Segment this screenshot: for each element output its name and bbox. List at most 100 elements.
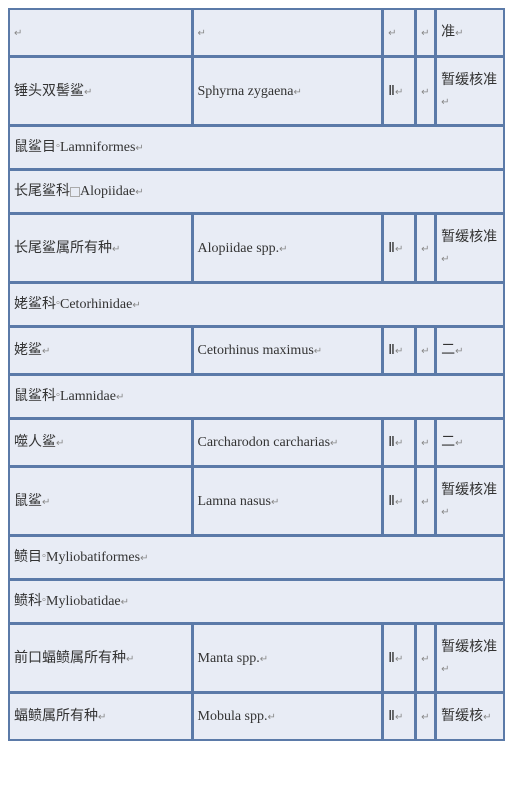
cell-text: Ⅱ	[388, 343, 395, 358]
cell-c3: Ⅱ↵	[383, 467, 415, 535]
cell-text: 暂缓核准	[441, 640, 497, 655]
section-label: 鼠鲨目	[14, 140, 56, 155]
cell-c5: 二↵	[436, 419, 504, 466]
table-row: ↵↵↵↵准↵	[9, 9, 504, 56]
table-row: 鲼目°Myliobatiformes↵	[9, 536, 504, 579]
space-box	[70, 187, 80, 197]
cell-c2: Alopiidae spp.↵	[193, 214, 383, 282]
cell-c3: Ⅱ↵	[383, 57, 415, 125]
cell-text: Lamna nasus	[198, 494, 271, 509]
cell-c3: Ⅱ↵	[383, 419, 415, 466]
cell-text: 姥鲨	[14, 343, 42, 358]
cell-c2: Sphyrna zygaena↵	[193, 57, 383, 125]
cell-text: 二	[441, 435, 455, 450]
cell-c1: 鼠鲨↵	[9, 467, 192, 535]
cell-text: 准	[441, 25, 455, 40]
cell-text: Sphyrna zygaena	[198, 84, 294, 99]
table-row: 鲼科°Myliobatidae↵	[9, 580, 504, 623]
cell-c3: Ⅱ↵	[383, 624, 415, 692]
cell-text: Ⅱ	[388, 651, 395, 666]
cell-c2: Manta spp.↵	[193, 624, 383, 692]
cell-c5: 暂缓核↵	[436, 693, 504, 740]
cell-text: 暂缓核	[441, 709, 483, 724]
cell-c4: ↵	[416, 693, 435, 740]
cell-c3: ↵	[383, 9, 415, 56]
cell-text: Ⅱ	[388, 709, 395, 724]
cell-text: Ⅱ	[388, 84, 395, 99]
table-row: 长尾鲨属所有种↵Alopiidae spp.↵Ⅱ↵↵暂缓核准↵	[9, 214, 504, 282]
section-label: 长尾鲨科	[14, 184, 70, 199]
section-suffix: Lamniformes	[60, 140, 135, 155]
cell-c1: 姥鲨↵	[9, 327, 192, 374]
cell-text: Ⅱ	[388, 494, 395, 509]
section-label: 鲼科	[14, 594, 42, 609]
table-row: 锤头双髻鲨↵Sphyrna zygaena↵Ⅱ↵↵暂缓核准↵	[9, 57, 504, 125]
cell-c2: Carcharodon carcharias↵	[193, 419, 383, 466]
section-label: 鼠鲨科	[14, 389, 56, 404]
cell-c1: 锤头双髻鲨↵	[9, 57, 192, 125]
section-suffix: Myliobatidae	[46, 594, 121, 609]
table-row: 鼠鲨目°Lamniformes↵	[9, 126, 504, 169]
section-label: 鲼目	[14, 550, 42, 565]
cell-c2: Cetorhinus maximus↵	[193, 327, 383, 374]
cell-text: Carcharodon carcharias	[198, 435, 331, 450]
cell-c2: ↵	[193, 9, 383, 56]
section-label: 姥鲨科	[14, 297, 56, 312]
cell-c3: Ⅱ↵	[383, 693, 415, 740]
cell-c4: ↵	[416, 9, 435, 56]
cell-text: 前口蝠鲼属所有种	[14, 651, 126, 666]
table-row: 长尾鲨科Alopiidae↵	[9, 170, 504, 213]
table-row: 鼠鲨科°Lamnidae↵	[9, 375, 504, 418]
cell-text: 长尾鲨属所有种	[14, 241, 112, 256]
cell-c5: 准↵	[436, 9, 504, 56]
section-header-cell: 长尾鲨科Alopiidae↵	[9, 170, 504, 213]
cell-text: Ⅱ	[388, 241, 395, 256]
table-row: 蝠鲼属所有种↵Mobula spp.↵Ⅱ↵↵暂缓核↵	[9, 693, 504, 740]
cell-text: 暂缓核准	[441, 483, 497, 498]
cell-text: 暂缓核准	[441, 230, 497, 245]
cell-c1: 蝠鲼属所有种↵	[9, 693, 192, 740]
cell-c4: ↵	[416, 467, 435, 535]
cell-c4: ↵	[416, 57, 435, 125]
table-row: 鼠鲨↵Lamna nasus↵Ⅱ↵↵暂缓核准↵	[9, 467, 504, 535]
cell-c1: ↵	[9, 9, 192, 56]
cell-c1: 噬人鲨↵	[9, 419, 192, 466]
table-row: 前口蝠鲼属所有种↵Manta spp.↵Ⅱ↵↵暂缓核准↵	[9, 624, 504, 692]
cell-c1: 前口蝠鲼属所有种↵	[9, 624, 192, 692]
cell-c5: 二↵	[436, 327, 504, 374]
cell-c4: ↵	[416, 624, 435, 692]
section-suffix: Myliobatiformes	[46, 550, 140, 565]
species-table: ↵↵↵↵准↵锤头双髻鲨↵Sphyrna zygaena↵Ⅱ↵↵暂缓核准↵鼠鲨目°…	[8, 8, 505, 741]
cell-c5: 暂缓核准↵	[436, 467, 504, 535]
cell-text: 蝠鲼属所有种	[14, 709, 98, 724]
cell-c5: 暂缓核准↵	[436, 624, 504, 692]
cell-text: Mobula spp.	[198, 709, 268, 724]
cell-c4: ↵	[416, 419, 435, 466]
cell-c5: 暂缓核准↵	[436, 57, 504, 125]
cell-c4: ↵	[416, 214, 435, 282]
cell-c2: Lamna nasus↵	[193, 467, 383, 535]
section-header-cell: 鼠鲨科°Lamnidae↵	[9, 375, 504, 418]
section-suffix: Lamnidae	[60, 389, 116, 404]
cell-c3: Ⅱ↵	[383, 327, 415, 374]
table-row: 噬人鲨↵Carcharodon carcharias↵Ⅱ↵↵二↵	[9, 419, 504, 466]
cell-text: Alopiidae spp.	[198, 241, 280, 256]
cell-text: Cetorhinus maximus	[198, 343, 314, 358]
cell-text: 锤头双髻鲨	[14, 84, 84, 99]
section-suffix: Alopiidae	[80, 184, 135, 199]
table-row: 姥鲨科°Cetorhinidae↵	[9, 283, 504, 326]
section-suffix: Cetorhinidae	[60, 297, 132, 312]
section-header-cell: 鼠鲨目°Lamniformes↵	[9, 126, 504, 169]
cell-text: 鼠鲨	[14, 494, 42, 509]
cell-c5: 暂缓核准↵	[436, 214, 504, 282]
cell-c1: 长尾鲨属所有种↵	[9, 214, 192, 282]
table-row: 姥鲨↵Cetorhinus maximus↵Ⅱ↵↵二↵	[9, 327, 504, 374]
section-header-cell: 鲼科°Myliobatidae↵	[9, 580, 504, 623]
cell-c3: Ⅱ↵	[383, 214, 415, 282]
cell-text: Ⅱ	[388, 435, 395, 450]
cell-c2: Mobula spp.↵	[193, 693, 383, 740]
cell-text: 二	[441, 343, 455, 358]
cell-text: 暂缓核准	[441, 73, 497, 88]
cell-text: Manta spp.	[198, 651, 260, 666]
section-header-cell: 姥鲨科°Cetorhinidae↵	[9, 283, 504, 326]
